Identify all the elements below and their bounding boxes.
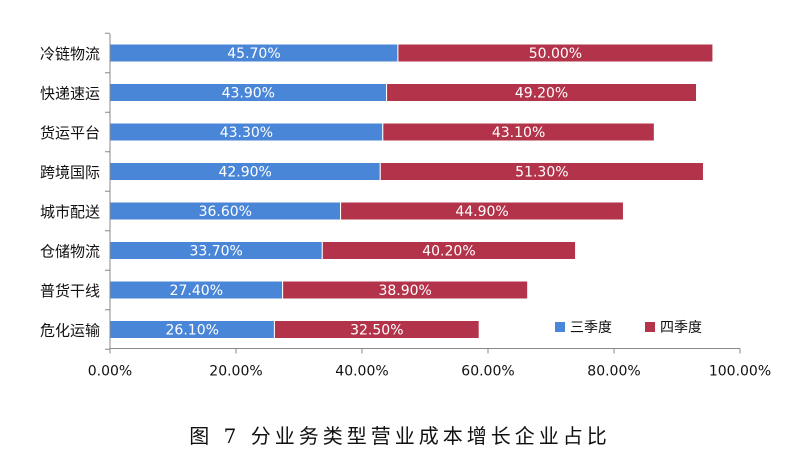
x-tick-label-5: 100.00% xyxy=(709,364,771,380)
data-label-q3-7: 26.10% xyxy=(166,323,219,339)
data-label-q4-0: 50.00% xyxy=(529,46,582,62)
data-label-q4-5: 40.20% xyxy=(422,244,475,260)
bar-q4-2 xyxy=(382,122,655,142)
data-label-q4-7: 32.50% xyxy=(350,323,403,339)
x-tick-label-2: 40.00% xyxy=(335,364,388,380)
data-label-q4-2: 43.10% xyxy=(492,125,545,141)
data-label-q3-5: 33.70% xyxy=(189,244,242,260)
x-tick-label-1: 20.00% xyxy=(209,364,262,380)
x-tick-label-0: 0.00% xyxy=(88,364,132,380)
data-label-q4-3: 51.30% xyxy=(515,165,568,181)
legend-swatch-q4 xyxy=(645,322,655,332)
bar-q4-6 xyxy=(282,280,529,300)
data-label-q3-1: 43.90% xyxy=(222,86,275,102)
bar-q4-1 xyxy=(386,83,698,102)
category-label-2: 货运平台 xyxy=(40,124,100,142)
figure-caption: 图 7 分业务类型营业成本增长企业占比 xyxy=(189,424,611,448)
data-label-q4-4: 44.90% xyxy=(455,204,508,220)
x-axis: 0.00% 20.00% 40.00% 60.00% 80.00% 100.00% xyxy=(88,32,771,380)
legend-swatch-q3 xyxy=(555,322,565,332)
data-label-q3-2: 43.30% xyxy=(220,125,273,141)
bar-q4-5 xyxy=(321,241,577,260)
bar-q4-7 xyxy=(273,320,480,339)
category-label-7: 危化运输 xyxy=(40,322,100,340)
legend-label-q3: 三季度 xyxy=(570,320,612,336)
data-label-q3-6: 27.40% xyxy=(170,283,223,299)
bar-q4-4 xyxy=(340,201,624,221)
category-label-1: 快递速运 xyxy=(40,85,100,103)
x-tick-label-4: 80.00% xyxy=(587,364,640,380)
legend: 三季度 四季度 xyxy=(555,320,702,336)
bar-q4-0 xyxy=(397,43,714,63)
category-label-3: 跨境国际 xyxy=(40,164,100,182)
data-label-q3-4: 36.60% xyxy=(199,204,252,220)
category-label-5: 仓储物流 xyxy=(40,243,100,261)
data-label-q3-0: 45.70% xyxy=(227,46,280,62)
category-label-6: 普货干线 xyxy=(40,282,100,300)
legend-label-q4: 四季度 xyxy=(660,320,702,336)
x-tick-label-3: 60.00% xyxy=(461,364,514,380)
data-label-q3-3: 42.90% xyxy=(218,165,271,181)
data-label-q4-6: 38.90% xyxy=(378,283,431,299)
category-label-4: 城市配送 xyxy=(40,203,100,221)
bar-q4-3 xyxy=(379,162,704,181)
category-label-0: 冷链物流 xyxy=(40,45,100,63)
bars-group: 45.70% 50.00% 43.90% 49.20% 43.30% 43.10% 42.9… xyxy=(109,43,714,339)
data-label-q4-1: 49.20% xyxy=(515,86,568,102)
